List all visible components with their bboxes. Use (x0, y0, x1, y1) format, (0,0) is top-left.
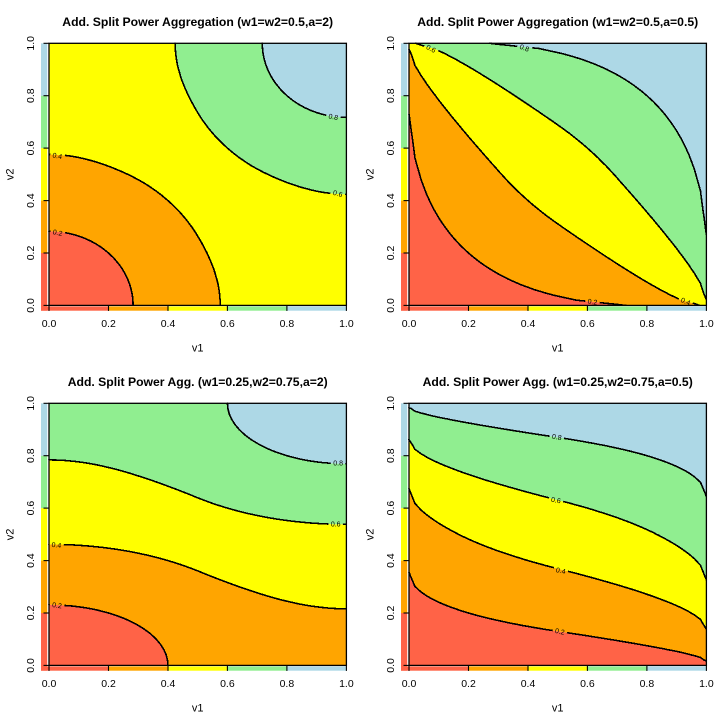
svg-text:v1: v1 (192, 343, 204, 355)
svg-text:0.6: 0.6 (331, 522, 341, 529)
svg-text:0.4: 0.4 (385, 553, 397, 568)
svg-text:0.4: 0.4 (51, 542, 62, 550)
svg-text:0.8: 0.8 (640, 318, 655, 330)
svg-text:0.2: 0.2 (587, 299, 598, 307)
svg-text:0.6: 0.6 (332, 190, 343, 199)
svg-text:Add. Split Power Agg. (w1=0.25: Add. Split Power Agg. (w1=0.25,w2=0.75,a… (423, 375, 693, 389)
svg-text:0.8: 0.8 (385, 88, 397, 103)
svg-text:1.0: 1.0 (699, 318, 714, 330)
svg-text:0.4: 0.4 (161, 318, 176, 330)
svg-text:1.0: 1.0 (385, 396, 397, 411)
svg-text:0.4: 0.4 (555, 567, 566, 576)
svg-text:0.6: 0.6 (25, 501, 37, 516)
svg-text:Add. Split Power Aggregation (: Add. Split Power Aggregation (w1=w2=0.5,… (62, 15, 333, 29)
svg-text:0.0: 0.0 (25, 298, 37, 313)
svg-text:0.4: 0.4 (521, 318, 536, 330)
svg-text:0.2: 0.2 (385, 606, 397, 621)
svg-text:0.6: 0.6 (25, 141, 37, 156)
svg-text:v2: v2 (364, 529, 376, 541)
svg-text:0.0: 0.0 (25, 658, 37, 673)
svg-text:0.4: 0.4 (521, 678, 536, 690)
svg-text:v2: v2 (364, 168, 376, 180)
svg-text:v1: v1 (552, 343, 564, 355)
svg-text:0.0: 0.0 (42, 678, 57, 690)
svg-text:1.0: 1.0 (25, 396, 37, 411)
svg-text:v1: v1 (192, 703, 204, 715)
svg-text:0.6: 0.6 (550, 497, 561, 506)
svg-text:v2: v2 (4, 168, 16, 180)
svg-text:0.4: 0.4 (25, 553, 37, 568)
svg-text:0.2: 0.2 (25, 246, 37, 261)
svg-text:0.8: 0.8 (333, 460, 343, 467)
svg-text:v1: v1 (552, 703, 564, 715)
svg-text:0.4: 0.4 (385, 193, 397, 208)
svg-text:0.8: 0.8 (25, 448, 37, 463)
svg-text:0.2: 0.2 (461, 318, 476, 330)
svg-text:0.4: 0.4 (679, 297, 691, 307)
svg-text:0.2: 0.2 (461, 678, 476, 690)
svg-text:0.4: 0.4 (25, 193, 37, 208)
svg-text:1.0: 1.0 (385, 36, 397, 51)
svg-text:0.0: 0.0 (402, 318, 417, 330)
svg-text:0.6: 0.6 (220, 318, 235, 330)
svg-text:Add. Split Power Agg. (w1=0.25: Add. Split Power Agg. (w1=0.25,w2=0.75,a… (68, 375, 328, 389)
svg-text:0.0: 0.0 (385, 298, 397, 313)
svg-text:0.6: 0.6 (580, 678, 595, 690)
svg-text:0.2: 0.2 (52, 229, 63, 238)
svg-text:0.2: 0.2 (25, 606, 37, 621)
svg-text:0.0: 0.0 (42, 318, 57, 330)
svg-text:0.2: 0.2 (385, 246, 397, 261)
svg-text:0.0: 0.0 (385, 658, 397, 673)
svg-text:1.0: 1.0 (339, 678, 354, 690)
svg-text:0.8: 0.8 (25, 88, 37, 103)
svg-text:0.6: 0.6 (425, 44, 437, 55)
svg-text:0.8: 0.8 (328, 113, 339, 122)
svg-text:1.0: 1.0 (25, 36, 37, 51)
svg-text:0.8: 0.8 (280, 678, 295, 690)
svg-text:0.6: 0.6 (385, 501, 397, 516)
svg-text:v2: v2 (4, 529, 16, 541)
svg-text:0.6: 0.6 (220, 678, 235, 690)
svg-text:0.8: 0.8 (551, 434, 562, 443)
svg-text:0.8: 0.8 (640, 678, 655, 690)
svg-text:0.2: 0.2 (101, 318, 116, 330)
svg-text:0.4: 0.4 (161, 678, 176, 690)
svg-text:Add. Split Power Aggregation (: Add. Split Power Aggregation (w1=w2=0.5,… (417, 15, 698, 29)
svg-text:0.8: 0.8 (280, 318, 295, 330)
svg-text:0.8: 0.8 (385, 448, 397, 463)
svg-text:0.2: 0.2 (101, 678, 116, 690)
svg-text:0.0: 0.0 (402, 678, 417, 690)
svg-text:0.4: 0.4 (52, 152, 63, 161)
svg-text:0.6: 0.6 (385, 141, 397, 156)
svg-text:0.8: 0.8 (518, 44, 530, 54)
svg-text:0.6: 0.6 (580, 318, 595, 330)
svg-text:0.2: 0.2 (52, 602, 63, 610)
svg-text:0.2: 0.2 (554, 628, 565, 637)
svg-text:1.0: 1.0 (699, 678, 714, 690)
svg-text:1.0: 1.0 (339, 318, 354, 330)
